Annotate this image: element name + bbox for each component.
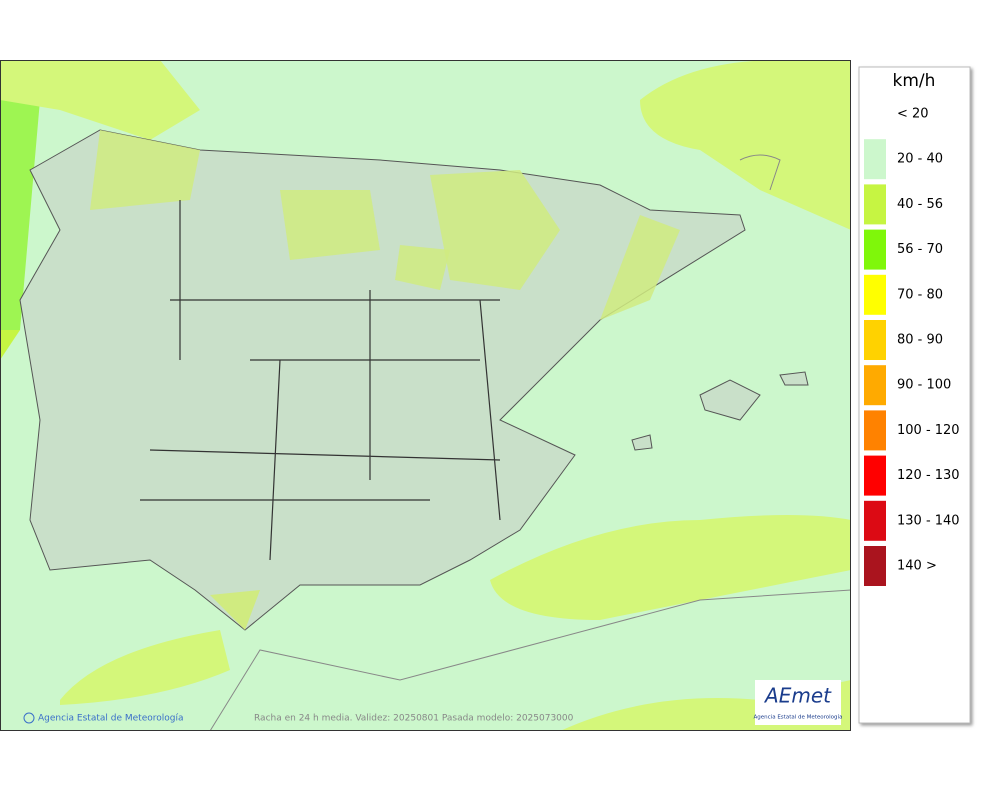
legend-swatch	[864, 410, 886, 451]
legend-label: < 20	[897, 107, 929, 122]
logo-box	[755, 680, 841, 725]
legend-label: 80 - 90	[897, 333, 943, 348]
map: Agencia Estatal de Meteorología Racha en…	[0, 60, 851, 731]
legend-swatch	[864, 320, 886, 360]
legend-swatch	[864, 229, 886, 270]
map-frame	[0, 60, 851, 731]
legend-label: 100 - 120	[897, 423, 960, 438]
legend-label: 120 - 130	[897, 468, 960, 483]
legend-label: 40 - 56	[897, 197, 943, 212]
logo-subtitle: Agencia Estatal de Meteorología	[754, 714, 843, 721]
legend-label: 70 - 80	[897, 287, 943, 302]
legend-label: 130 - 140	[897, 513, 960, 528]
legend-swatch	[864, 365, 886, 406]
legend-label: 20 - 40	[897, 152, 943, 167]
copyright-icon	[23, 712, 35, 724]
legend-swatch	[864, 274, 886, 315]
copyright-text: Agencia Estatal de Meteorología	[38, 714, 184, 724]
legend: < 20 20 - 40 40 - 56 56 - 70 70 - 80 80 - 90 9…	[864, 107, 960, 586]
legend-label: 56 - 70	[897, 242, 943, 257]
legend-title: km/h	[893, 71, 936, 91]
legend-label: 90 - 100	[897, 378, 951, 393]
legend-swatch	[864, 546, 886, 586]
legend-swatch	[864, 500, 886, 541]
legend-swatch	[864, 455, 886, 496]
caption: Racha en 24 h media. Validez: 20250801 P…	[254, 714, 574, 724]
legend-swatch	[864, 139, 886, 180]
legend-swatch	[864, 184, 886, 225]
legend-label: 140 >	[897, 559, 937, 574]
logo-name: AEmet	[763, 684, 832, 708]
